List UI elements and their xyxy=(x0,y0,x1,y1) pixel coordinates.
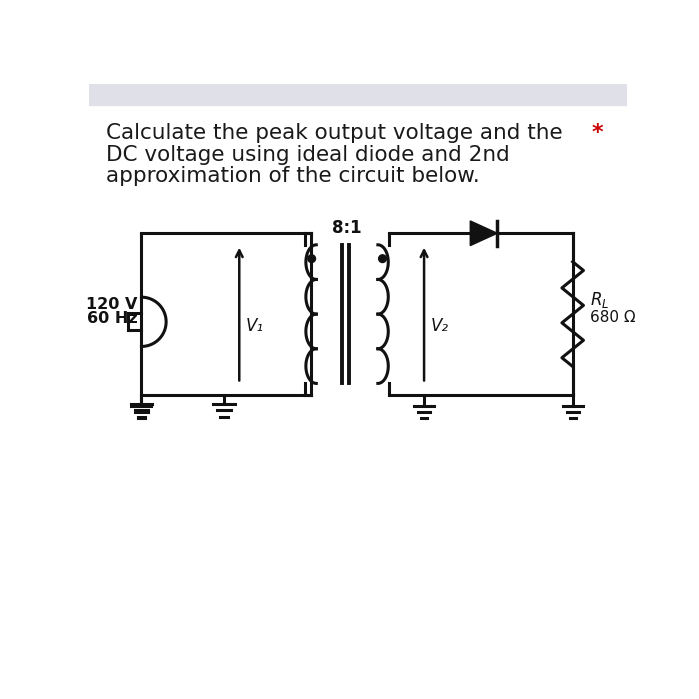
Text: V₂: V₂ xyxy=(430,317,448,335)
Text: *: * xyxy=(591,123,603,143)
Text: V₁: V₁ xyxy=(245,317,264,335)
Text: DC voltage using ideal diode and 2nd: DC voltage using ideal diode and 2nd xyxy=(106,145,510,165)
Text: 60 Hz: 60 Hz xyxy=(87,311,138,326)
Text: 8:1: 8:1 xyxy=(332,219,362,237)
Text: Calculate the peak output voltage and the: Calculate the peak output voltage and th… xyxy=(106,123,563,143)
Circle shape xyxy=(379,255,387,263)
Bar xyxy=(89,84,628,105)
Text: $R_L$: $R_L$ xyxy=(590,290,609,310)
Circle shape xyxy=(308,255,315,263)
Polygon shape xyxy=(470,221,497,245)
Text: 120 V: 120 V xyxy=(86,297,138,312)
Text: approximation of the circuit below.: approximation of the circuit below. xyxy=(106,166,480,186)
Text: 680 Ω: 680 Ω xyxy=(590,310,635,326)
